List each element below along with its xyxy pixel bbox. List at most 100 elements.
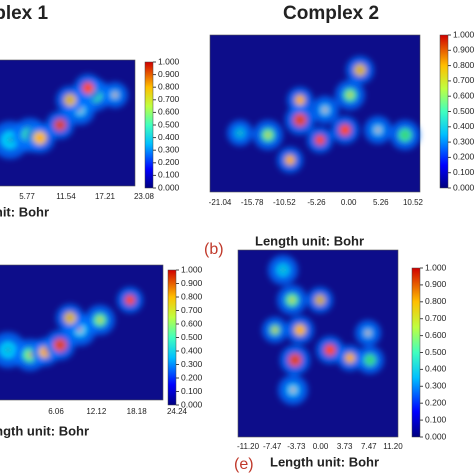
heatmap-blobs <box>262 255 384 405</box>
density-center <box>7 137 13 143</box>
colorbar-label: 0.600 <box>425 330 447 340</box>
density-center <box>297 327 303 333</box>
colorbar-label: 0.000 <box>453 182 474 192</box>
colorbar-label: 0.100 <box>181 386 203 396</box>
x-tick-label: 11.20 <box>383 442 403 451</box>
colorbar-label: 0.200 <box>158 157 180 167</box>
colorbar-label: 0.200 <box>181 372 203 382</box>
colorbar <box>167 269 177 406</box>
x-tick-label: 12.12 <box>86 407 107 416</box>
density-center <box>42 349 48 355</box>
colorbar-label: 0.900 <box>181 278 203 288</box>
x-tick-label: -21.04 <box>209 198 232 207</box>
density-center <box>297 117 303 123</box>
axis-unit: Length unit: Bohr <box>0 423 89 438</box>
density-center <box>342 127 348 133</box>
axis-unit: Length unit: Bohr <box>0 204 49 219</box>
colorbar-label: 0.200 <box>453 152 474 162</box>
heatmap-blobs <box>0 74 128 159</box>
density-center <box>317 137 323 143</box>
x-tick-label: 3.73 <box>337 442 353 451</box>
density-center <box>375 127 381 133</box>
x-tick-label: -11.20 <box>237 442 260 451</box>
density-center <box>57 122 63 128</box>
density-center <box>67 315 73 321</box>
x-tick-label: -7.47 <box>263 442 282 451</box>
x-tick-label: 10.52 <box>403 198 424 207</box>
colorbar <box>144 61 154 189</box>
colorbar-label: 0.400 <box>181 345 203 355</box>
density-center <box>357 67 363 73</box>
colorbar-label: 0.400 <box>425 364 447 374</box>
density-center <box>327 347 333 353</box>
colorbar-label: 0.100 <box>158 170 180 180</box>
x-tick-label: -3.73 <box>287 442 306 451</box>
colorbar-label: 0.800 <box>181 291 203 301</box>
heatmap-blobs <box>0 287 143 371</box>
colorbar-label: 0.000 <box>181 399 203 409</box>
colorbar-label: 0.400 <box>453 121 474 131</box>
density-center <box>5 347 11 353</box>
colorbar-label: 0.000 <box>425 431 447 441</box>
colorbar-label: 0.300 <box>425 381 447 391</box>
colorbar-label: 1.000 <box>453 29 474 39</box>
colorbar-label: 0.800 <box>453 60 474 70</box>
colorbar-label: 1.000 <box>181 264 203 274</box>
x-tick-label: 7.47 <box>361 442 377 451</box>
density-center <box>297 97 303 103</box>
colorbar-label: 0.500 <box>181 332 203 342</box>
x-tick-label: 24.24 <box>167 407 188 416</box>
density-center <box>322 107 328 113</box>
density-center <box>265 132 271 138</box>
colorbar-label: 0.700 <box>453 75 474 85</box>
colorbar-label: 0.200 <box>425 397 447 407</box>
density-center <box>112 92 118 98</box>
colorbar-label: 0.900 <box>453 45 474 55</box>
colorbar-label: 0.700 <box>181 305 203 315</box>
colorbar-label: 0.900 <box>425 279 447 289</box>
colorbar-label: 1.000 <box>425 262 447 272</box>
axis-unit: Length unit: Bohr <box>270 454 379 469</box>
axis-unit: Length unit: Bohr <box>255 233 364 248</box>
colorbar-label: 0.300 <box>181 359 203 369</box>
colorbar-label: 1.000 <box>158 56 180 66</box>
density-center <box>77 327 83 333</box>
density-center <box>280 267 286 273</box>
x-tick-label: -5.26 <box>307 198 326 207</box>
x-tick-label: 11.54 <box>56 192 76 201</box>
density-center <box>97 317 103 323</box>
colorbar-label: 0.000 <box>158 182 180 192</box>
colorbar-label: 0.300 <box>453 136 474 146</box>
panel-title: Complex 1 <box>0 3 49 24</box>
colorbar-label: 0.500 <box>425 347 447 357</box>
x-tick-label: 17.21 <box>95 192 116 201</box>
panel-title: Complex 2 <box>283 3 379 24</box>
density-center <box>289 297 295 303</box>
heatmap-blobs <box>227 56 420 173</box>
density-center <box>237 130 243 136</box>
colorbar <box>411 267 421 438</box>
x-tick-label: -10.52 <box>273 198 296 207</box>
colorbar-label: 0.600 <box>158 107 180 117</box>
density-center <box>365 330 371 336</box>
colorbar <box>439 34 449 189</box>
density-center <box>347 92 353 98</box>
density-center <box>367 357 373 363</box>
colorbar-label: 0.500 <box>453 106 474 116</box>
colorbar-label: 0.600 <box>453 90 474 100</box>
x-tick-label: 0.00 <box>341 198 357 207</box>
density-center <box>85 85 91 91</box>
colorbar-label: 0.800 <box>425 296 447 306</box>
colorbar-label: 0.700 <box>158 94 180 104</box>
x-tick-label: 23.08 <box>134 192 155 201</box>
density-center <box>37 135 43 141</box>
colorbar-label: 0.900 <box>158 69 180 79</box>
colorbar-label: 0.100 <box>425 414 447 424</box>
colorbar-label: 0.700 <box>425 313 447 323</box>
density-center <box>127 297 133 303</box>
density-center <box>27 352 33 358</box>
x-tick-label: 6.06 <box>48 407 64 416</box>
density-center <box>57 342 63 348</box>
colorbar-label: 0.600 <box>181 318 203 328</box>
